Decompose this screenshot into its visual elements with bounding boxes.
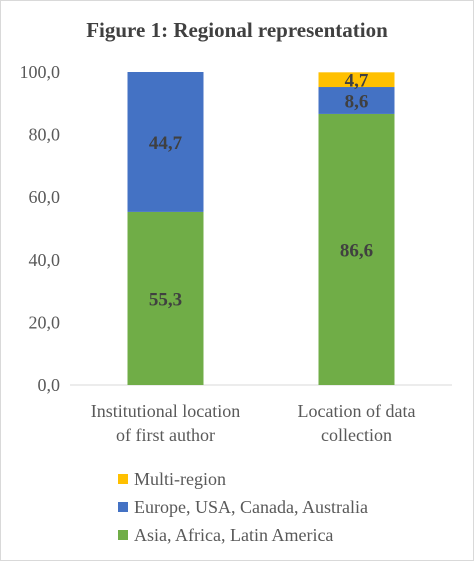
legend-label: Asia, Africa, Latin America: [134, 524, 334, 545]
data-label: 86,6: [340, 240, 373, 261]
data-label: 8,6: [345, 91, 369, 112]
y-tick-label: 20,0: [29, 312, 61, 332]
y-tick-label: 0,0: [38, 375, 61, 395]
legend-label: Europe, USA, Canada, Australia: [134, 496, 368, 517]
data-label: 44,7: [149, 133, 183, 154]
y-tick-label: 100,0: [20, 62, 61, 82]
bar-segment: [127, 72, 204, 212]
y-tick-label: 80,0: [29, 125, 61, 145]
data-label: 55,3: [149, 289, 182, 310]
x-category-label: collection: [321, 425, 392, 445]
legend-swatch: [118, 502, 128, 512]
y-tick-label: 40,0: [29, 250, 61, 270]
chart-title: Figure 1: Regional representation: [86, 18, 388, 42]
data-label: 4,7: [345, 71, 369, 92]
x-category-label: Institutional location: [91, 401, 240, 421]
legend-label: Multi-region: [134, 468, 226, 489]
x-category-label: of first author: [116, 425, 215, 445]
x-category-label: Location of data: [298, 401, 416, 421]
legend-swatch: [118, 474, 128, 484]
y-tick-label: 60,0: [29, 187, 61, 207]
bar-segment: [127, 211, 204, 385]
legend-item: Europe, USA, Canada, Australia: [118, 493, 368, 521]
legend-item: Multi-region: [118, 465, 368, 493]
bar-segment: [318, 87, 395, 114]
bar-segment: [318, 72, 395, 88]
legend: Multi-region Europe, USA, Canada, Austral…: [118, 465, 368, 549]
bar-segment: [318, 113, 395, 385]
legend-swatch: [118, 530, 128, 540]
legend-item: Asia, Africa, Latin America: [118, 521, 368, 549]
